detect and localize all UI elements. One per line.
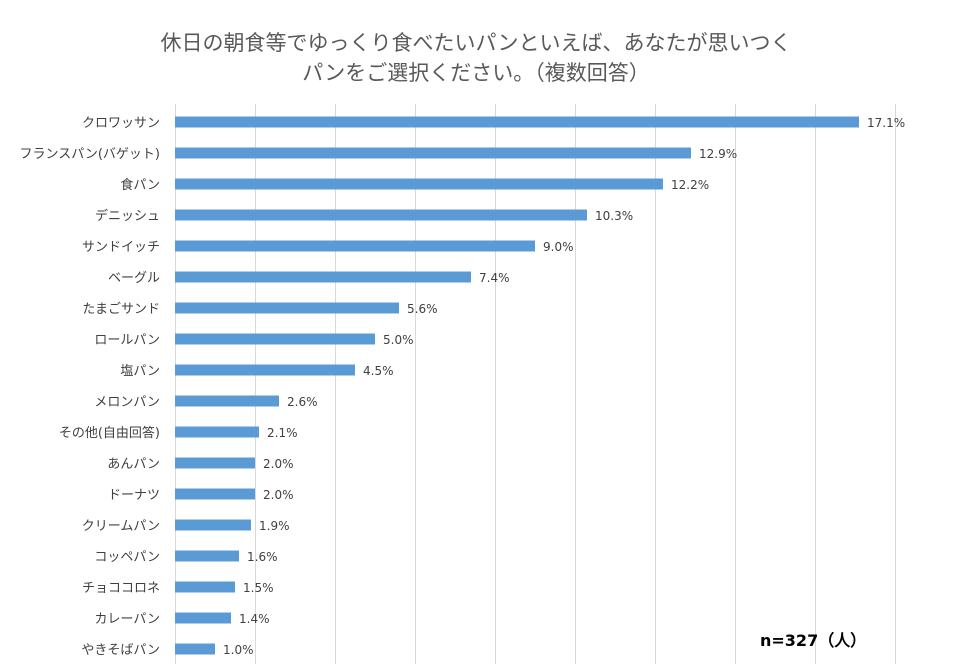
bar: [175, 209, 587, 221]
category-label: 塩パン: [120, 364, 160, 379]
category-label: メロンパン: [94, 395, 160, 410]
bar: [175, 395, 279, 407]
value-label: 1.0%: [223, 643, 254, 657]
bar: [175, 519, 251, 531]
value-label: 9.0%: [543, 240, 574, 254]
bar: [175, 488, 255, 500]
bar: [175, 550, 239, 562]
bar: [175, 333, 375, 345]
value-label: 1.6%: [247, 550, 278, 564]
bars: [175, 116, 859, 655]
chart-title-line-2: パンをご選択ください。（複数回答）: [302, 61, 650, 85]
bar: [175, 364, 355, 376]
value-label: 17.1%: [867, 116, 905, 130]
category-label: デニッシュ: [95, 208, 160, 224]
value-label: 12.9%: [699, 147, 737, 161]
category-label: あんパン: [107, 457, 160, 472]
value-label: 1.4%: [239, 612, 270, 626]
value-label: 2.6%: [287, 395, 318, 409]
category-label: やきそばパン: [81, 643, 160, 658]
value-label: 12.2%: [671, 178, 709, 192]
category-label: クロワッサン: [82, 116, 160, 131]
category-label: 食パン: [120, 177, 160, 193]
category-label: ドーナツ: [108, 488, 160, 503]
category-label: フランスパン(バゲット): [19, 147, 160, 162]
bar: [175, 457, 255, 469]
bar: [175, 178, 663, 190]
value-label: 2.0%: [263, 457, 294, 471]
bar: [175, 116, 859, 128]
value-label: 1.5%: [243, 581, 274, 595]
category-label: ベーグル: [108, 271, 160, 286]
value-label: 2.0%: [263, 488, 294, 502]
bar: [175, 240, 535, 252]
bar: [175, 643, 215, 655]
category-label: その他(自由回答): [59, 425, 160, 441]
value-label: 2.1%: [267, 426, 298, 440]
chart-title: 休日の朝食等でゆっくり食べたいパンといえば、あなたが思いつく パンをご選択くださ…: [160, 31, 791, 85]
value-label: 7.4%: [479, 271, 510, 285]
value-labels: 17.1% 12.9% 12.2% 10.3% 9.0% 7.4% 5.6% 5.0% 4.5%…: [223, 116, 905, 657]
sample-size-note: n=327（人）: [760, 631, 866, 650]
bar: [175, 302, 399, 314]
gridlines: [175, 104, 896, 664]
category-label: たまごサンド: [82, 301, 160, 317]
value-label: 5.0%: [383, 333, 414, 347]
value-label: 5.6%: [407, 302, 438, 316]
category-label: コッペパン: [94, 550, 160, 565]
bar: [175, 147, 691, 159]
bar: [175, 271, 471, 283]
value-label: 10.3%: [595, 209, 633, 223]
bar: [175, 612, 231, 624]
category-label: ロールパン: [94, 333, 160, 348]
bar: [175, 581, 235, 593]
chart-title-line-1: 休日の朝食等でゆっくり食べたいパンといえば、あなたが思いつく: [160, 31, 791, 55]
value-label: 4.5%: [363, 364, 394, 378]
category-label: クリームパン: [82, 519, 160, 534]
bar: [175, 426, 259, 438]
value-label: 1.9%: [259, 519, 290, 533]
category-label: チョココロネ: [82, 581, 160, 596]
category-label: サンドイッチ: [82, 240, 160, 255]
category-label: カレーパン: [94, 612, 160, 627]
